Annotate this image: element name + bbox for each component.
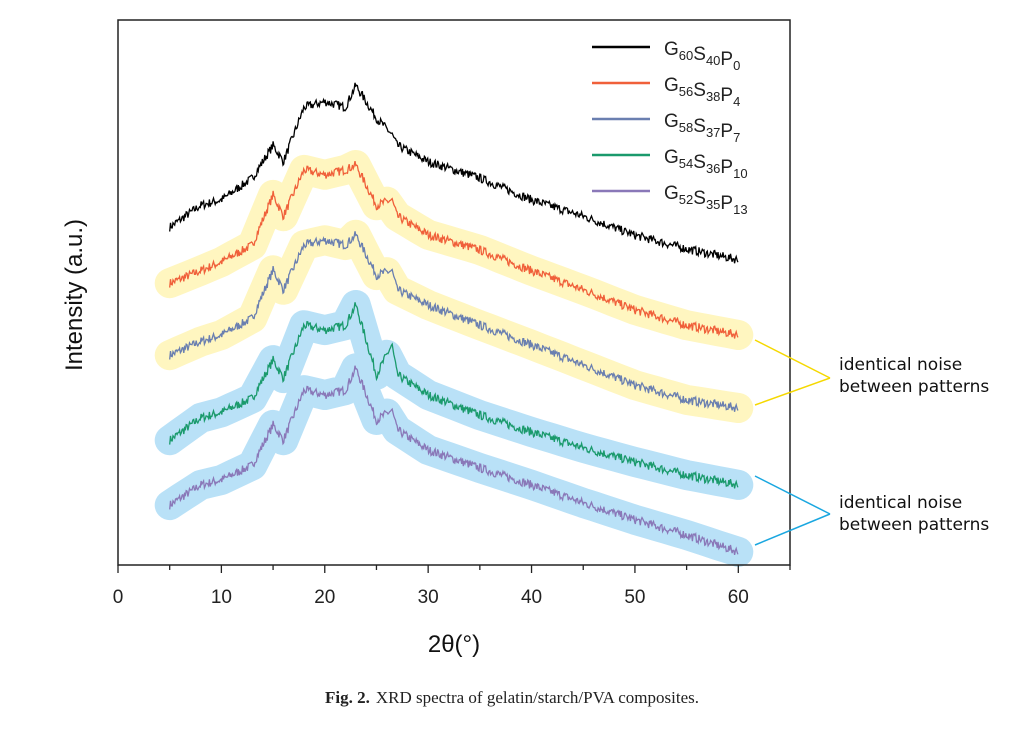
annotation-pointer: [754, 339, 831, 379]
annotation-pointer: [754, 475, 831, 515]
x-tick-label: 60: [728, 587, 749, 608]
legend-label: G52S35P13: [664, 183, 748, 217]
plot-frame: [117, 19, 791, 566]
x-tick-label: 0: [113, 587, 124, 608]
legend-item: G54S36P10: [592, 147, 748, 181]
x-tick-label: 30: [418, 587, 439, 608]
legend-label: G54S36P10: [664, 147, 748, 181]
series-line-G56S38P4: [169, 160, 739, 339]
legend-item: G56S38P4: [592, 75, 740, 109]
series-line-G52S35P13: [169, 365, 739, 556]
annotation-text: between patterns: [839, 377, 989, 397]
annotation-text: between patterns: [839, 515, 989, 535]
y-axis-title: Intensity (a.u.): [61, 219, 88, 371]
x-axis-title: 2θ(°): [428, 631, 480, 658]
x-tick-label: 50: [624, 587, 645, 608]
figure-caption: Fig. 2. XRD spectra of gelatin/starch/PVA…: [0, 688, 1024, 708]
caption-label: Fig. 2.: [325, 688, 370, 707]
legend-item: G52S35P13: [592, 183, 748, 217]
annotation-pointer: [754, 513, 831, 546]
legend-label: G60S40P0: [664, 39, 740, 73]
x-axis: 0 10 20 30 40 50 60: [113, 565, 791, 608]
annotation-text: identical noise: [839, 355, 962, 375]
caption-text: XRD spectra of gelatin/starch/PVA compos…: [375, 688, 699, 707]
series-line-G58S37P7: [169, 231, 739, 412]
legend-item: G60S40P0: [592, 39, 740, 73]
highlight-bands: [154, 150, 754, 567]
series-lines: [169, 82, 739, 556]
annotation-text: identical noise: [839, 493, 962, 513]
legend-label: G58S37P7: [664, 111, 740, 145]
legend: G60S40P0G56S38P4G58S37P7G54S36P10G52S35P…: [592, 39, 748, 217]
x-tick-label: 40: [521, 587, 542, 608]
series-line-G60S40P0: [169, 82, 739, 264]
annotation-pointer: [754, 377, 831, 406]
series-line-G54S36P10: [169, 302, 739, 489]
x-tick-label: 10: [211, 587, 232, 608]
x-tick-label: 20: [314, 587, 335, 608]
legend-item: G58S37P7: [592, 111, 740, 145]
legend-label: G56S38P4: [664, 75, 740, 109]
